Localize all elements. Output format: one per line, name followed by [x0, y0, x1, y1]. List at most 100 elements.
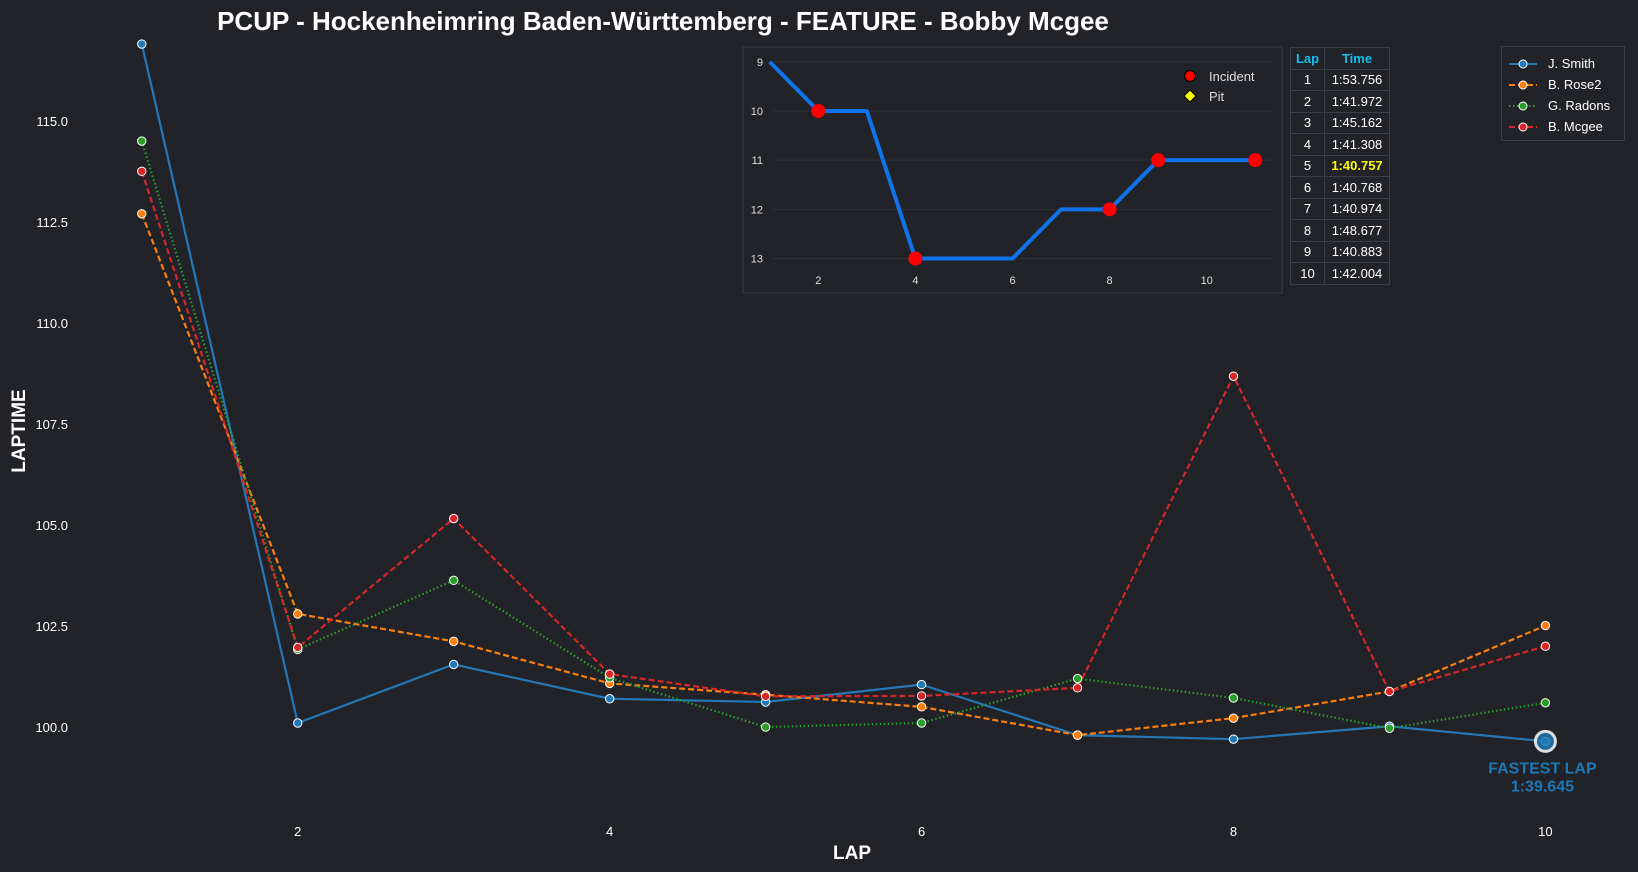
table-row: 3 1:45.162	[1290, 111, 1390, 134]
y-tick-label: 102.5	[35, 619, 68, 634]
fastest-lap-value: 1:39.645	[1511, 778, 1574, 795]
table-row: 2 1:41.972	[1290, 90, 1390, 113]
table-row: 9 1:40.883	[1290, 240, 1390, 263]
legend-label: G. Radons	[1548, 98, 1611, 113]
data-point	[293, 609, 303, 619]
inset-x-tick-label: 4	[912, 275, 918, 287]
data-point	[916, 679, 927, 690]
inset-x-tick-label: 8	[1107, 275, 1113, 287]
main-legend: J. Smith B. Rose2 G. Radons B. Mcgee	[1501, 46, 1625, 141]
data-point	[293, 642, 303, 653]
inset-y-tick-label: 13	[751, 254, 763, 266]
lap-time-cell: 1:41.308	[1324, 133, 1390, 156]
table-header-row: Lap Time	[1290, 47, 1390, 70]
data-point	[916, 702, 927, 712]
y-tick-label: 100.0	[35, 720, 68, 735]
legend-item: B. Rose2	[1502, 74, 1624, 95]
lap-time-cell: 1:40.768	[1324, 176, 1390, 199]
pit-legend-marker	[1183, 89, 1197, 103]
data-point	[1228, 371, 1239, 381]
data-point	[293, 718, 303, 728]
chart-title: PCUP - Hockenheimring Baden-Württemberg …	[217, 6, 1109, 36]
lap-number-cell: 5	[1290, 154, 1325, 177]
inset-y-tick-label: 12	[751, 204, 763, 216]
x-tick-label: 8	[1230, 824, 1237, 839]
lap-time-table: Lap Time 1 1:53.756 2 1:41.972 3 1:45.162 4 1:4…	[1290, 47, 1390, 285]
y-tick-label: 115.0	[36, 114, 68, 129]
fastest-lap-time-cell: 1:40.757	[1324, 154, 1390, 177]
legend-item: B. Mcgee	[1502, 116, 1624, 137]
x-axis-label: LAP	[833, 843, 871, 864]
inset-legend: Incident Pit	[1183, 69, 1255, 104]
incident-marker	[1248, 153, 1263, 168]
lap-time-cell: 1:53.756	[1324, 68, 1390, 91]
lap-number-cell: 9	[1290, 240, 1325, 263]
lap-time-cell: 1:42.004	[1324, 262, 1390, 285]
data-point	[1072, 730, 1083, 740]
data-point	[916, 718, 927, 728]
table-row: 10 1:42.004	[1290, 262, 1390, 285]
series-line	[140, 43, 1546, 743]
legend-label: J. Smith	[1548, 56, 1595, 71]
lap-number-cell: 2	[1290, 90, 1325, 113]
data-point	[137, 209, 147, 219]
data-point	[1540, 620, 1551, 631]
legend-item: G. Radons	[1502, 95, 1624, 116]
lap-number-cell: 10	[1290, 262, 1325, 285]
data-point	[1228, 713, 1239, 723]
data-point	[1384, 686, 1395, 697]
x-tick-label: 4	[606, 824, 613, 839]
table-row: 7 1:40.974	[1290, 197, 1390, 220]
lap-number-cell: 3	[1290, 111, 1325, 134]
data-point	[137, 136, 147, 146]
legend-swatch	[1509, 80, 1537, 89]
incident-marker	[908, 251, 923, 266]
inset-x-tick-label: 10	[1201, 275, 1213, 287]
table-row: 1 1:53.756	[1290, 68, 1390, 91]
table-row: 8 1:48.677	[1290, 219, 1390, 242]
inset-y-tick-label: 9	[757, 57, 763, 69]
incident-marker	[1102, 202, 1117, 217]
data-point	[916, 691, 927, 701]
legend-item: J. Smith	[1502, 53, 1624, 74]
x-tick-label: 10	[1538, 824, 1552, 839]
data-point	[1228, 734, 1239, 744]
lap-time-cell: 1:48.677	[1324, 219, 1390, 242]
lap-number-cell: 7	[1290, 197, 1325, 220]
lap-column-header: Lap	[1290, 47, 1325, 70]
legend-label: B. Rose2	[1548, 77, 1602, 92]
data-point	[449, 636, 459, 647]
lap-number-cell: 6	[1290, 176, 1325, 199]
legend-label: B. Mcgee	[1548, 119, 1603, 134]
data-point	[137, 166, 147, 177]
inset-x-tick-label: 6	[1009, 275, 1015, 287]
data-point	[449, 513, 459, 524]
inset-x-tick-label: 2	[815, 275, 821, 287]
inset-y-tick-label: 11	[752, 155, 763, 167]
incident-legend-label: Incident	[1209, 69, 1255, 84]
lap-number-cell: 8	[1290, 219, 1325, 242]
series-line	[140, 140, 1546, 730]
data-point	[604, 694, 615, 704]
position-inset-chart: 9 10 11 12 13 2 4 6 8 10 Incident Pit	[742, 46, 1283, 294]
series-line	[140, 171, 1546, 698]
series-line	[140, 213, 1546, 737]
table-row: 5 1:40.757	[1290, 154, 1390, 177]
incident-legend-marker	[1183, 69, 1197, 83]
fastest-lap-marker	[1533, 729, 1557, 753]
data-point	[1072, 673, 1083, 684]
lap-number-cell: 4	[1290, 133, 1325, 156]
time-column-header: Time	[1324, 47, 1390, 70]
legend-swatch	[1509, 101, 1537, 110]
lap-time-cell: 1:40.974	[1324, 197, 1390, 220]
data-point	[449, 575, 459, 586]
table-row: 4 1:41.308	[1290, 133, 1390, 156]
incident-marker	[1151, 153, 1166, 168]
legend-swatch	[1509, 59, 1537, 68]
x-tick-label: 2	[294, 824, 301, 839]
fastest-lap-label: FASTEST LAP	[1488, 760, 1597, 777]
lap-number-cell: 1	[1290, 68, 1325, 91]
legend-swatch	[1509, 122, 1537, 131]
data-point	[760, 722, 771, 732]
